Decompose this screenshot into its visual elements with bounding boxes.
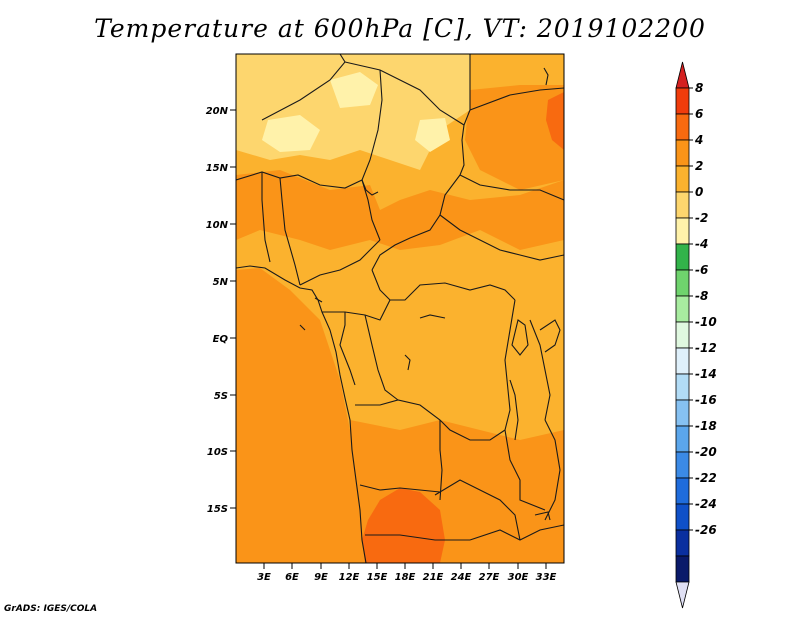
colorbar-label: 8 bbox=[695, 81, 703, 95]
field-cool-3 bbox=[415, 118, 450, 152]
lon-label: 21E bbox=[423, 572, 444, 583]
colorbar-label: -16 bbox=[695, 393, 717, 407]
colorbar-swatch bbox=[675, 347, 690, 375]
colorbar-swatch bbox=[675, 399, 690, 427]
colorbar-label: -8 bbox=[695, 289, 708, 303]
field-cool-1 bbox=[262, 115, 320, 152]
lon-label: 9E bbox=[314, 572, 328, 583]
lon-axis: 3E 6E 9E 12E 15E 18E 21E 24E 27E 30E 33E bbox=[257, 563, 557, 583]
lat-label: 10S bbox=[207, 447, 228, 458]
colorbar-swatch bbox=[675, 529, 690, 557]
colorbar-label: 2 bbox=[695, 159, 703, 173]
colorbar-swatch bbox=[675, 451, 690, 479]
lat-axis: 20N 15N 10N 5N EQ 5S 10S 15S bbox=[206, 106, 236, 515]
colorbar-swatch bbox=[675, 425, 690, 453]
colorbar-label: -22 bbox=[695, 471, 717, 485]
field-warm-east bbox=[465, 85, 564, 190]
colorbar-swatch bbox=[675, 555, 690, 583]
lon-label: 15E bbox=[367, 572, 388, 583]
field-warm-west bbox=[236, 268, 360, 563]
lon-label: 6E bbox=[285, 572, 299, 583]
colorbar-swatch bbox=[675, 191, 690, 219]
colorbar-swatch bbox=[675, 243, 690, 271]
lat-label: 15S bbox=[207, 504, 228, 515]
grads-credit: GrADS: IGES/COLA bbox=[4, 604, 98, 614]
lon-label: 27E bbox=[479, 572, 500, 583]
lat-label: 10N bbox=[206, 220, 229, 231]
colorbar-swatch bbox=[675, 87, 690, 115]
field-hot-south bbox=[362, 488, 445, 563]
colorbar-label: -10 bbox=[695, 315, 717, 329]
field-hot-east bbox=[546, 92, 564, 150]
colorbar-cap-bottom bbox=[675, 581, 690, 609]
lon-label: 12E bbox=[339, 572, 360, 583]
colorbar-label: -20 bbox=[695, 445, 717, 459]
temperature-field bbox=[236, 54, 564, 563]
plot-frame bbox=[235, 53, 565, 564]
colorbar-label: 6 bbox=[695, 107, 703, 121]
colorbar-label: -14 bbox=[695, 367, 717, 381]
lon-label: 30E bbox=[508, 572, 529, 583]
colorbar-swatch bbox=[675, 321, 690, 349]
lon-label: 33E bbox=[536, 572, 557, 583]
colorbar-label: -18 bbox=[695, 419, 717, 433]
colorbar-label: 0 bbox=[695, 185, 703, 199]
colorbar-label: -26 bbox=[695, 523, 717, 537]
colorbar-swatch bbox=[675, 139, 690, 167]
lat-label: 20N bbox=[206, 106, 229, 117]
lon-label: 3E bbox=[257, 572, 271, 583]
colorbar-swatch bbox=[675, 295, 690, 323]
colorbar-swatch bbox=[675, 165, 690, 193]
colorbar-swatch bbox=[675, 269, 690, 297]
colorbar-cap-top bbox=[675, 61, 690, 89]
colorbar-label: -4 bbox=[695, 237, 708, 251]
country-borders bbox=[236, 54, 564, 563]
lon-label: 18E bbox=[395, 572, 416, 583]
colorbar-label: -24 bbox=[695, 497, 717, 511]
lat-label: 15N bbox=[206, 163, 229, 174]
colorbar-swatch bbox=[675, 373, 690, 401]
colorbar-swatch bbox=[675, 113, 690, 141]
colorbar-label: 4 bbox=[694, 133, 703, 147]
lat-label: 5S bbox=[214, 391, 228, 402]
lat-label: EQ bbox=[213, 334, 229, 345]
field-warm-sahel bbox=[236, 170, 564, 250]
colorbar-label: -6 bbox=[695, 263, 708, 277]
lon-label: 24E bbox=[451, 572, 472, 583]
lat-label: 5N bbox=[213, 277, 229, 288]
colorbar-label: -12 bbox=[695, 341, 717, 355]
chart-title: Temperature at 600hPa [C], VT: 201910220… bbox=[94, 14, 706, 43]
colorbar-swatch bbox=[675, 477, 690, 505]
colorbar: 8 6 4 2 0 -2 -4 -6 -8 -10 -12 -14 -16 -18 -20 -22 -24 -26 bbox=[675, 61, 717, 609]
colorbar-swatch bbox=[675, 503, 690, 531]
field-cool-2 bbox=[330, 72, 378, 108]
colorbar-label: -2 bbox=[695, 211, 708, 225]
colorbar-swatch bbox=[675, 217, 690, 245]
